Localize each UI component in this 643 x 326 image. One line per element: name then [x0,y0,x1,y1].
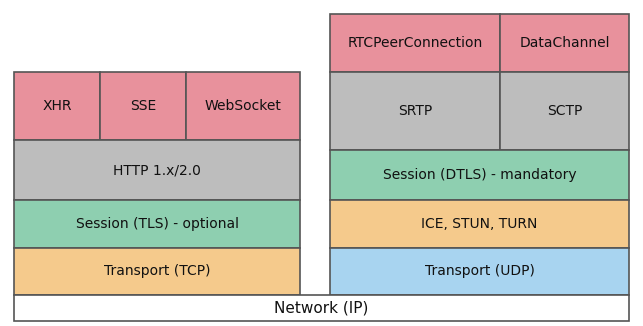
Text: Session (TLS) - optional: Session (TLS) - optional [75,217,239,231]
Bar [330,14,500,72]
Bar [330,248,629,295]
Text: SSE: SSE [130,99,156,113]
Bar [14,72,100,140]
Text: RTCPeerConnection: RTCPeerConnection [347,36,483,50]
Text: SRTP: SRTP [398,104,432,118]
Text: Session (DTLS) - mandatory: Session (DTLS) - mandatory [383,168,576,182]
Text: HTTP 1.x/2.0: HTTP 1.x/2.0 [113,163,201,177]
Text: ICE, STUN, TURN: ICE, STUN, TURN [421,217,538,231]
Bar [100,72,186,140]
Bar [14,295,629,321]
Text: DataChannel: DataChannel [520,36,610,50]
Bar [14,248,300,295]
Text: Transport (TCP): Transport (TCP) [104,264,210,278]
Text: Network (IP): Network (IP) [275,301,368,316]
Text: WebSocket: WebSocket [204,99,282,113]
Bar [330,72,500,150]
Bar [14,140,300,200]
Text: Transport (UDP): Transport (UDP) [424,264,534,278]
Bar [330,150,629,200]
Bar [330,200,629,248]
Bar [500,72,629,150]
Bar [186,72,300,140]
Text: SCTP: SCTP [547,104,582,118]
Text: XHR: XHR [42,99,72,113]
Bar [500,14,629,72]
Bar [14,200,300,248]
